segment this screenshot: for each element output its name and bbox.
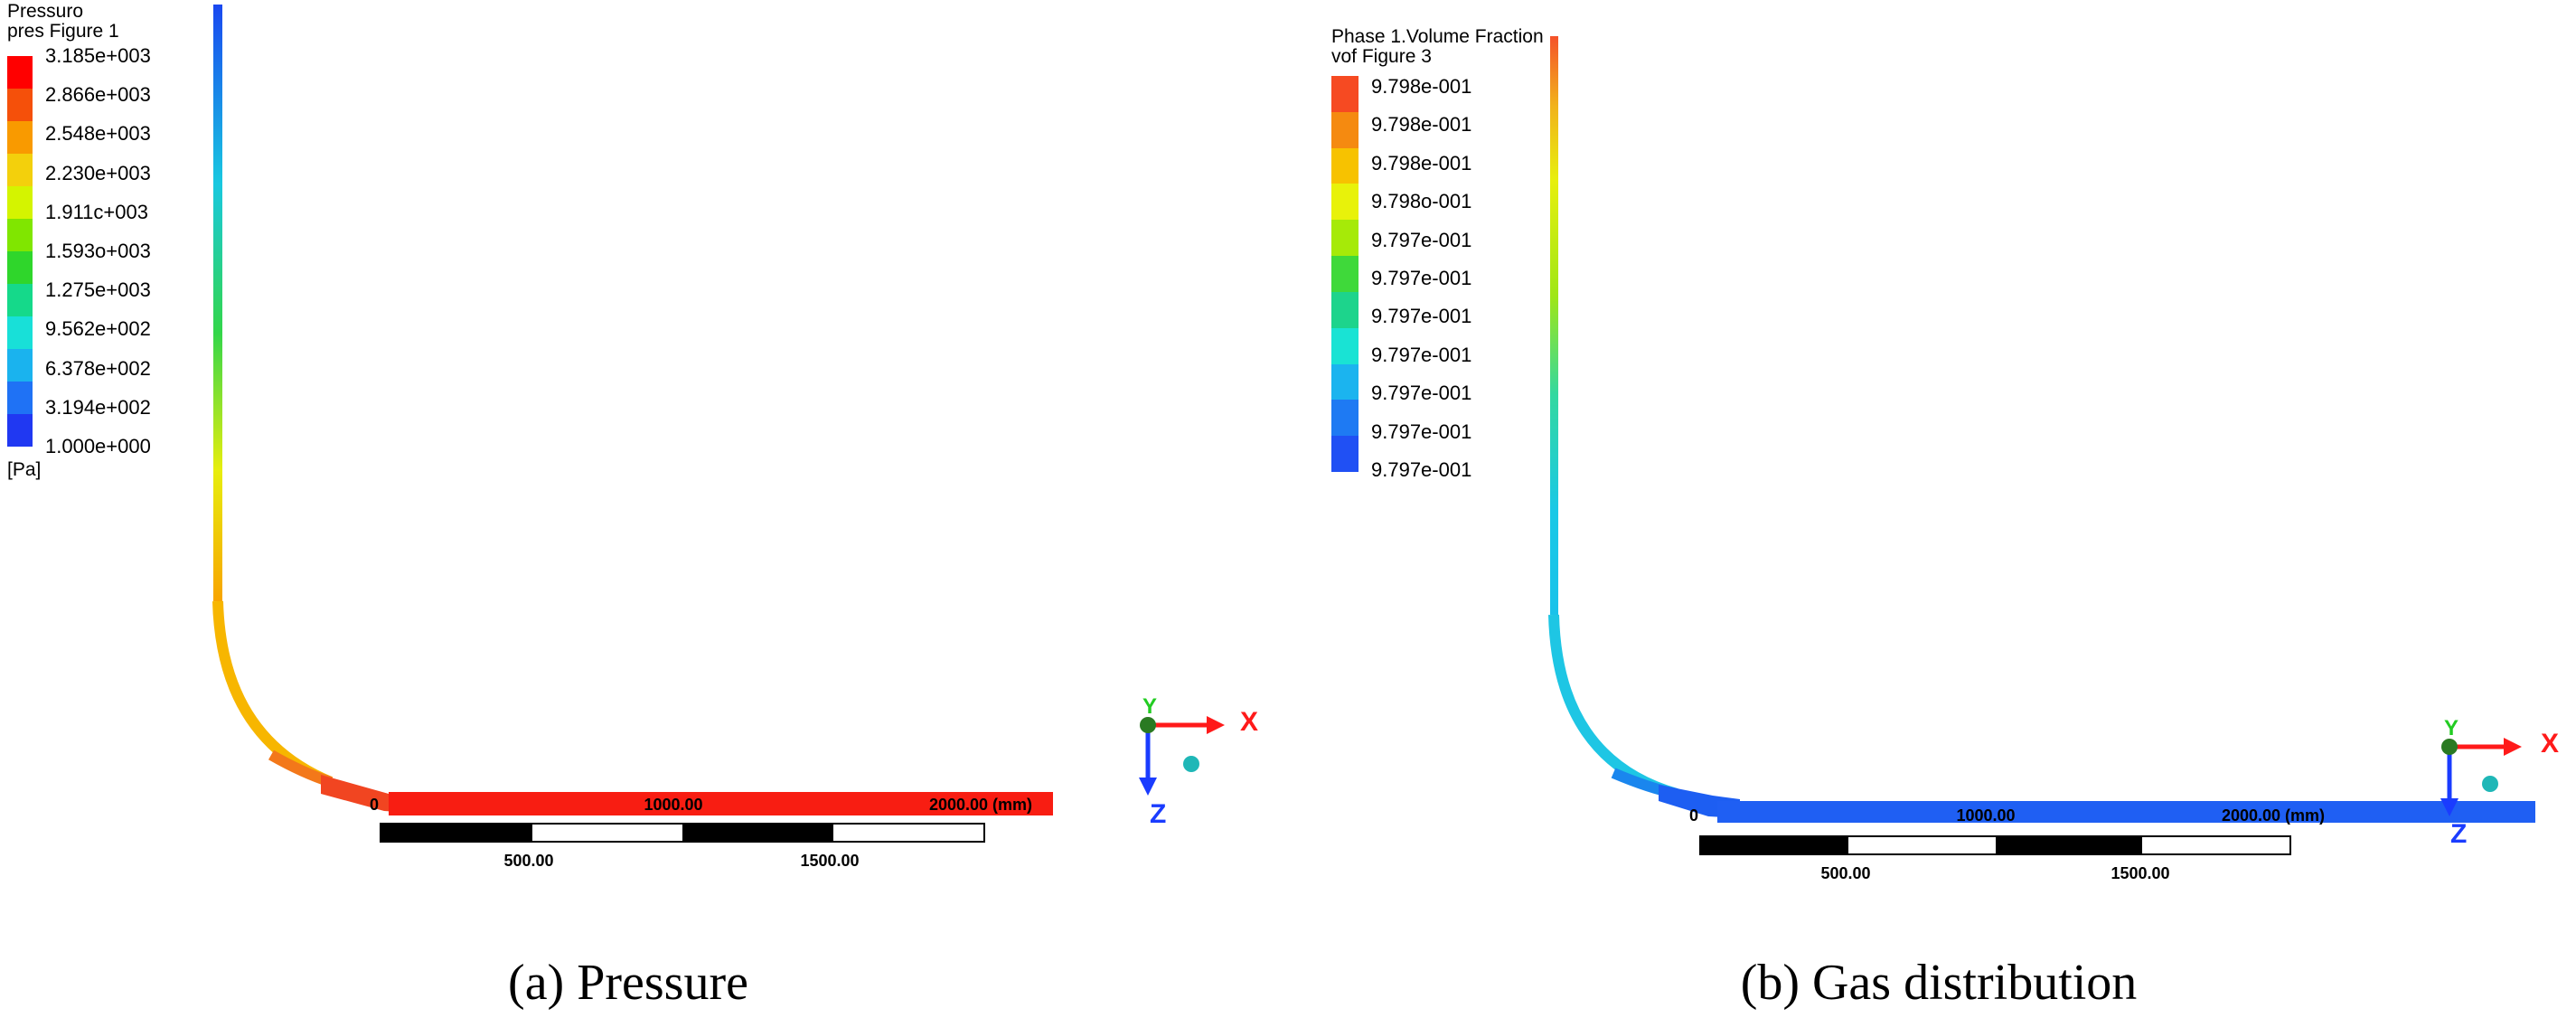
scale-label-500: 500.00 xyxy=(1820,864,1871,882)
x-axis-label: X xyxy=(1240,707,1259,737)
ruler-label-0: 0 xyxy=(1688,806,1699,825)
y-axis-label: Y xyxy=(1142,694,1158,719)
color-legend-bar xyxy=(1331,76,1359,472)
legend-value: 1.275e+003 xyxy=(45,278,151,302)
caption: (a) Pressure xyxy=(508,955,748,1011)
legend-color-swatch xyxy=(1331,111,1359,148)
legend-color-swatch xyxy=(1331,363,1359,401)
z-arrow-head xyxy=(2440,798,2458,816)
ruler-label-2000: 2000.00 (mm) xyxy=(2221,806,2326,825)
legend-color-swatch xyxy=(1331,256,1359,292)
legend-color-swatch xyxy=(1331,291,1359,328)
ruler-label-1000: 1000.00 xyxy=(644,796,703,814)
legend-color-swatch xyxy=(7,219,33,251)
z-arrow-head xyxy=(1139,778,1157,796)
color-legend-bar xyxy=(7,56,33,447)
legend-color-swatch xyxy=(1331,184,1359,221)
legend-value: 2.230e+003 xyxy=(45,161,151,184)
legend-value: 2.548e+003 xyxy=(45,122,151,146)
pipe-contour xyxy=(1548,36,2535,823)
legend-title: Phase 1.Volume Fraction vof Figure 3 xyxy=(1331,27,1544,67)
scale-label-500: 500.00 xyxy=(503,852,554,870)
scale-label-1500: 1500.00 xyxy=(800,852,860,870)
legend-value: 9.798e-001 xyxy=(1371,113,1472,137)
legend-value: 3.194e+002 xyxy=(45,395,151,419)
legend-value: 6.378e+002 xyxy=(45,356,151,380)
units-label: [Pa] xyxy=(7,459,42,480)
legend-value: 1.593o+003 xyxy=(45,240,151,262)
legend-value: 9.797e-001 xyxy=(1371,458,1472,481)
scale-bar xyxy=(380,823,985,843)
x-arrow-head xyxy=(1207,716,1225,734)
legend-value: 3.185e+003 xyxy=(45,44,151,67)
view-dot xyxy=(1183,756,1199,772)
origin-dot xyxy=(2441,739,2458,755)
legend-value: 1.000e+000 xyxy=(45,435,151,457)
view-dot xyxy=(2482,776,2498,792)
origin-dot xyxy=(1140,717,1156,733)
legend-value: 2.866e+003 xyxy=(45,83,151,107)
legend-color-swatch xyxy=(7,284,33,316)
legend-value: 9.797e-001 xyxy=(1371,267,1472,289)
legend-value-list: 3.185e+003 2.866e+003 2.548e+003 2.230e+003… xyxy=(45,44,226,457)
legend-color-swatch xyxy=(7,382,33,414)
ruler-label-1000: 1000.00 xyxy=(1956,806,2016,825)
legend-color-swatch xyxy=(7,56,33,89)
legend-value: 9.797e-001 xyxy=(1371,305,1472,328)
legend-value: 9.797e-001 xyxy=(1371,343,1472,366)
legend-title-line2: vof Figure 3 xyxy=(1331,46,1432,67)
legend-value-list: 9.798e-001 9.798e-001 9.798e-001 9.798o-001… xyxy=(1371,75,1588,481)
scale-label-1500: 1500.00 xyxy=(2111,864,2170,882)
legend-value: 9.562e+002 xyxy=(45,317,151,341)
legend-color-swatch xyxy=(7,121,33,154)
vertical-pipe-section xyxy=(213,5,222,601)
legend-value: 9.797e-001 xyxy=(1371,419,1472,443)
legend-value: 9.798e-001 xyxy=(1371,75,1472,98)
x-arrow-head xyxy=(2504,738,2522,756)
legend-value: 9.797e-001 xyxy=(1371,228,1472,251)
legend-title-line1: Pressuro xyxy=(7,1,84,22)
ruler-label-2000: 2000.00 (mm) xyxy=(928,796,1033,814)
scale-bar xyxy=(1699,835,2291,855)
legend-color-swatch xyxy=(7,154,33,186)
y-axis-label: Y xyxy=(2444,716,2459,740)
legend-color-swatch xyxy=(7,316,33,349)
legend-color-swatch xyxy=(1331,400,1359,437)
pipe-contour xyxy=(212,5,1053,815)
ruler-label-0: 0 xyxy=(369,796,380,814)
caption: (b) Gas distribution xyxy=(1740,955,2138,1011)
horizontal-pipe-section xyxy=(1717,801,2535,823)
axis-triad xyxy=(2440,738,2522,816)
z-axis-label: Z xyxy=(1150,799,1167,829)
legend-value: 9.798e-001 xyxy=(1371,151,1472,174)
legend-color-swatch xyxy=(1331,436,1359,472)
legend-value: 9.797e-001 xyxy=(1371,382,1472,405)
legend-title: Pressuro pres Figure 1 xyxy=(7,2,119,42)
panel-pressure: Pressuro pres Figure 1 3.185e+003 2.866e+… xyxy=(7,2,1259,1011)
legend-title-line1: Phase 1.Volume Fraction xyxy=(1331,26,1544,47)
legend-value: 1.911c+003 xyxy=(45,200,148,223)
panel-gas-distribution: Phase 1.Volume Fraction vof Figure 3 9.7… xyxy=(1288,0,2576,1018)
legend-color-swatch xyxy=(1331,327,1359,364)
legend-color-swatch xyxy=(7,89,33,121)
horizontal-pipe-section xyxy=(389,792,1053,815)
legend-color-swatch xyxy=(1331,76,1359,112)
legend-title-line2: pres Figure 1 xyxy=(7,21,119,42)
vertical-pipe-section xyxy=(1550,36,1558,615)
legend-color-swatch xyxy=(1331,147,1359,184)
x-axis-label: X xyxy=(2541,729,2560,759)
legend-color-swatch xyxy=(7,186,33,219)
z-axis-label: Z xyxy=(2450,819,2468,849)
legend-color-swatch xyxy=(7,251,33,284)
legend-color-swatch xyxy=(7,349,33,382)
legend-value: 9.798o-001 xyxy=(1371,190,1472,213)
legend-color-swatch xyxy=(7,414,33,447)
axis-triad xyxy=(1139,716,1225,796)
legend-color-swatch xyxy=(1331,220,1359,257)
